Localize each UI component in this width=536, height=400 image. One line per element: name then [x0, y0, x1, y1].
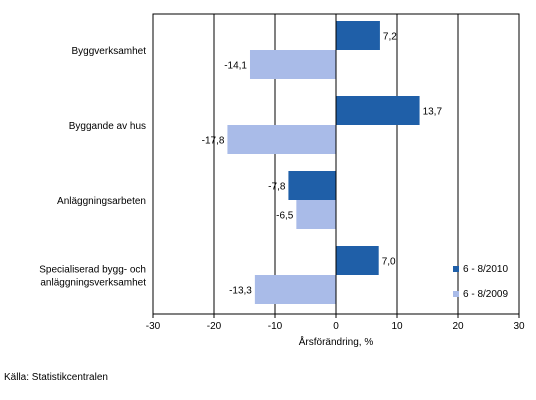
category-label: Anläggningsarbeten	[57, 196, 146, 207]
x-tick-label: 10	[391, 321, 403, 332]
bar	[227, 125, 336, 154]
x-tick-label: 30	[513, 321, 525, 332]
value-label: 7,2	[383, 32, 397, 43]
value-label: -7,8	[268, 182, 286, 193]
x-axis-title: Årsförändring, %	[299, 335, 374, 348]
value-label: 7,0	[382, 257, 396, 268]
legend: 6 - 8/2010 6 - 8/2009	[453, 264, 508, 300]
legend-label: 6 - 8/2009	[463, 289, 508, 300]
bar	[254, 275, 336, 304]
category-label: Byggverksamhet	[72, 46, 147, 57]
legend-label: 6 - 8/2010	[463, 264, 508, 275]
bar	[249, 50, 336, 79]
legend-swatch	[453, 291, 459, 297]
bar	[336, 96, 420, 125]
x-tick-label: -30	[146, 321, 161, 332]
bars	[227, 21, 420, 304]
bar	[336, 246, 379, 275]
x-tick-label: 0	[333, 321, 339, 332]
value-label: -14,1	[224, 61, 247, 72]
x-tick-label: -20	[207, 321, 222, 332]
x-axis-ticks: -30 -20 -10 0 10 20 30	[146, 314, 525, 332]
category-label: Byggande av hus	[69, 121, 146, 132]
value-label: 13,7	[423, 107, 443, 118]
source-note: Källa: Statistikcentralen	[4, 372, 108, 383]
category-label: anläggningsverksamhet	[40, 278, 146, 289]
value-labels: 7,2 13,7 -7,8 7,0 -14,1 -17,8 -6,5 -13,3	[202, 32, 443, 297]
x-tick-label: -10	[268, 321, 283, 332]
legend-swatch	[453, 266, 459, 272]
category-labels: Byggverksamhet Byggande av hus Anläggnings…	[39, 46, 146, 289]
value-label: -17,8	[202, 136, 225, 147]
bar	[296, 200, 336, 229]
bar	[288, 171, 336, 200]
bar	[336, 21, 380, 50]
category-label: Specialiserad bygg- och	[39, 265, 146, 276]
value-label: -13,3	[229, 286, 252, 297]
x-tick-label: 20	[452, 321, 464, 332]
value-label: -6,5	[276, 211, 294, 222]
